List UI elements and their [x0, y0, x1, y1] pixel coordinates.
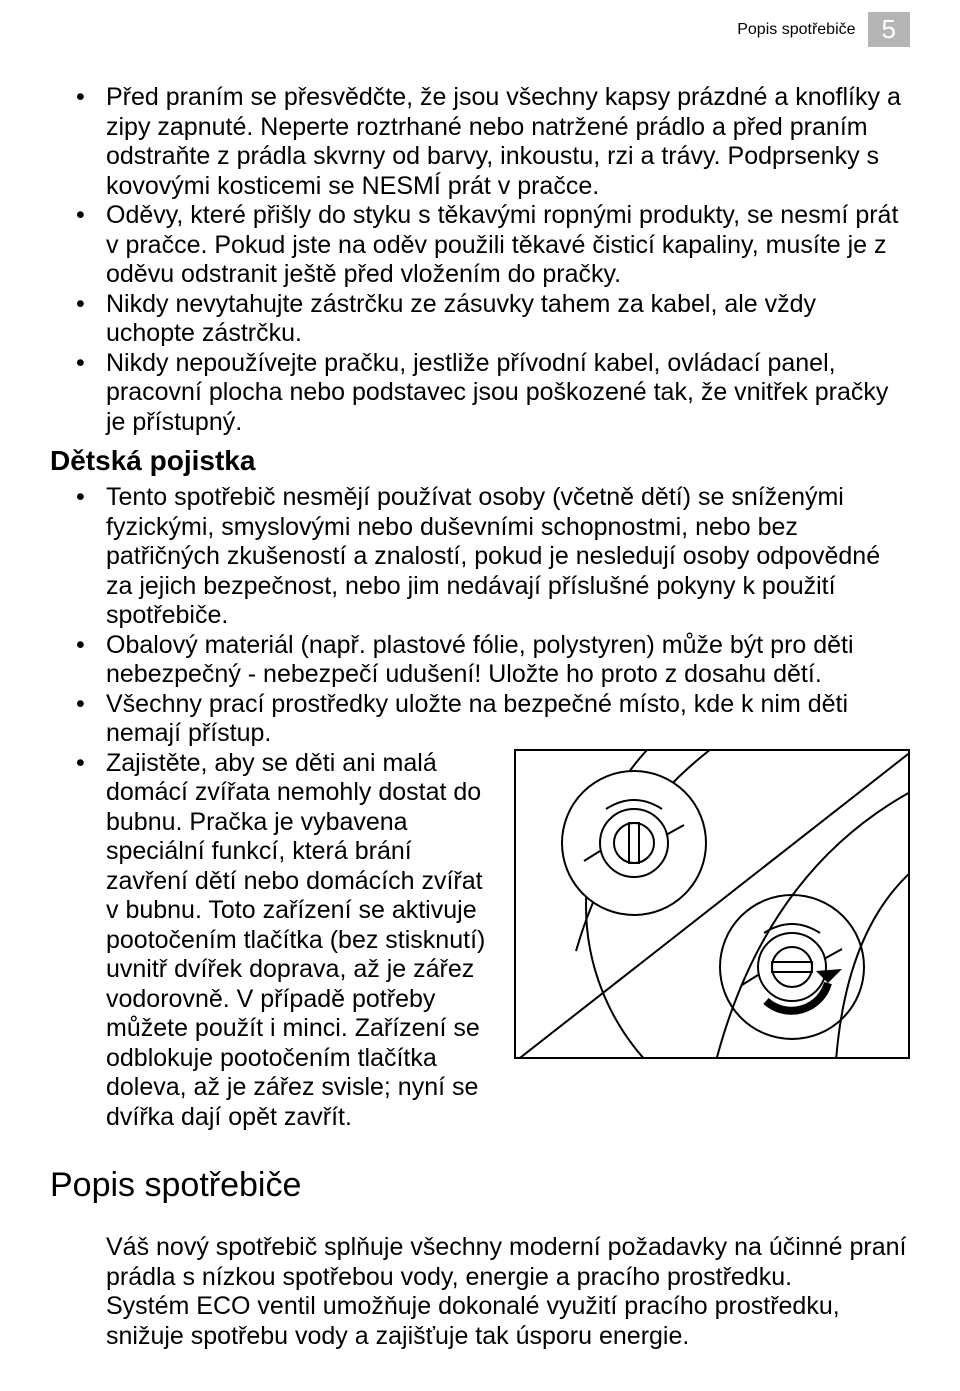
page-number: 5	[868, 12, 910, 47]
child-lock-heading: Dětská pojistka	[50, 445, 910, 477]
body-paragraph: Váš nový spotřebič splňuje všechny moder…	[50, 1233, 910, 1292]
body-paragraph: Systém ECO ventil umožňuje dokonalé využ…	[50, 1292, 910, 1351]
list-item: Všechny prací prostředky uložte na bezpe…	[106, 690, 910, 749]
appliance-description-heading: Popis spotřebiče	[50, 1166, 910, 1205]
list-item: Nikdy nepoužívejte pračku, jestliže přív…	[106, 349, 910, 438]
page-header: Popis spotřebiče 5	[50, 0, 910, 47]
list-item: Nikdy nevytahujte zástrčku ze zásuvky ta…	[106, 290, 910, 349]
text-column: Zajistěte, aby se děti ani malá domácí z…	[106, 749, 498, 1133]
list-item: Před praním se přesvědčte, že jsou všech…	[106, 83, 910, 201]
child-lock-list-1: Tento spotřebič nesmějí používat osoby (…	[50, 483, 910, 749]
text-with-illustration-row: Zajistěte, aby se děti ani malá domácí z…	[50, 749, 910, 1133]
safety-list-1: Před praním se přesvědčte, že jsou všech…	[50, 83, 910, 437]
list-item: Zajistěte, aby se děti ani malá domácí z…	[106, 749, 498, 1133]
header-title: Popis spotřebiče	[737, 21, 855, 39]
list-item: Oděvy, které přišly do styku s těkavými …	[106, 201, 910, 290]
list-item: Obalový materiál (např. plastové fólie, …	[106, 631, 910, 690]
door-lock-illustration	[514, 749, 910, 1059]
door-lock-svg	[516, 751, 910, 1059]
manual-page: Popis spotřebiče 5 Před praním se přesvě…	[0, 0, 960, 1391]
list-item: Tento spotřebič nesmějí používat osoby (…	[106, 483, 910, 631]
